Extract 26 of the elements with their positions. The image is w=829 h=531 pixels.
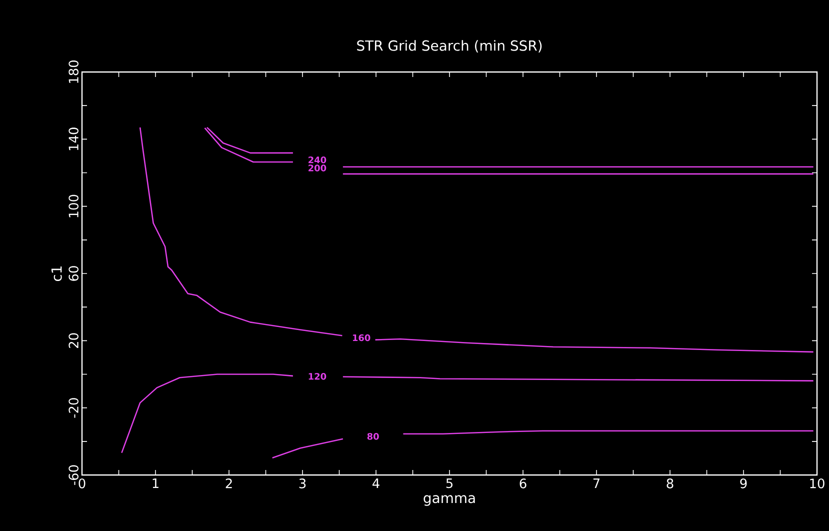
y-tick-label: 140	[68, 128, 78, 150]
y-tick-label: 20	[68, 333, 78, 348]
x-tick-label: 3	[299, 478, 306, 488]
y-axis-title: c1	[51, 266, 62, 282]
y-tick-label: -20	[68, 398, 78, 418]
x-tick-label: 5	[446, 478, 452, 488]
series-label: 200	[308, 164, 326, 172]
series-label: 120	[308, 372, 326, 380]
x-tick-label: 7	[593, 478, 600, 488]
x-tick-label: 10	[810, 478, 824, 488]
x-tick-label: 4	[372, 478, 380, 488]
y-tick-label: 180	[68, 60, 78, 83]
x-tick-label: 2	[226, 478, 232, 488]
text: 80	[367, 432, 379, 440]
y-tick-label: 60	[68, 266, 78, 281]
chart-title: STR Grid Search (min SSR)	[357, 40, 542, 53]
y-tick-label: -60	[68, 465, 78, 485]
x-tick-label: 9	[740, 478, 747, 488]
series-label: 240	[308, 156, 326, 164]
x-tick-label: 8	[666, 478, 674, 488]
x-tick-label: 0	[78, 478, 86, 488]
series-label: 160	[352, 334, 370, 342]
x-axis-title: gamma	[424, 495, 475, 506]
x-tick-label: 1	[152, 478, 158, 488]
x-tick-label: 6	[520, 478, 526, 488]
y-tick-label: 100	[68, 194, 78, 218]
